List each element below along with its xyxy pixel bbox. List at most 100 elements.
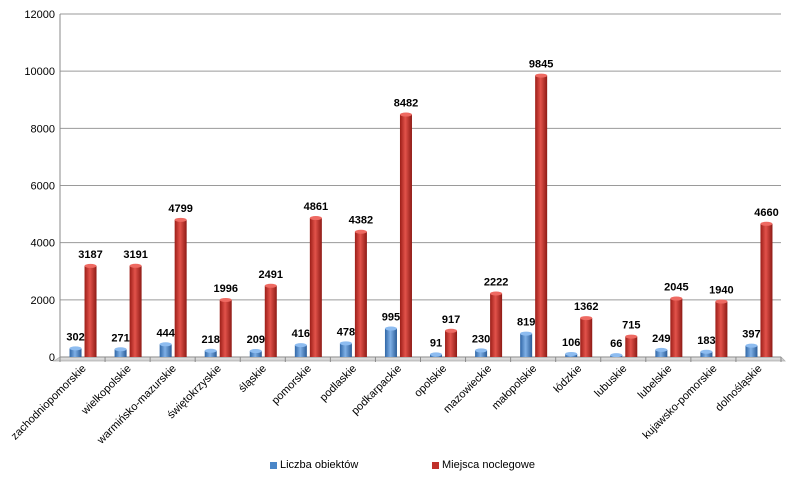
x-tick-label: podlaskie — [318, 363, 359, 404]
bar-top-series-2 — [445, 328, 458, 333]
y-tick-label: 2000 — [31, 295, 55, 307]
data-label-series-1: 209 — [247, 334, 265, 346]
bar-top-series-1 — [294, 343, 307, 348]
x-tick-label: lubelskie — [636, 363, 675, 402]
bar-series-1 — [114, 349, 127, 357]
bar-top-series-1 — [384, 326, 397, 331]
x-tick-label: mazowieckie — [441, 363, 494, 416]
bar-series-1 — [339, 343, 352, 357]
bar-top-series-1 — [745, 343, 758, 348]
x-tick-label: zachodniopomorskie — [9, 363, 89, 443]
bar-series-2 — [760, 223, 773, 357]
data-label-series-1: 416 — [292, 328, 310, 340]
bar-series-1 — [69, 348, 82, 357]
data-label-series-1: 218 — [202, 334, 220, 346]
bar-series-1 — [700, 351, 713, 357]
bar-top-series-1 — [610, 353, 623, 358]
bar-top-series-2 — [399, 112, 412, 117]
bar-top-series-2 — [84, 263, 97, 268]
data-label-series-2: 1996 — [213, 283, 237, 295]
y-tick-label: 0 — [49, 352, 55, 364]
bar-top-series-1 — [159, 342, 172, 347]
bar-top-series-1 — [249, 349, 262, 354]
bar-top-series-1 — [204, 348, 217, 353]
data-label-series-1: 444 — [156, 327, 175, 339]
bar-top-series-2 — [490, 291, 503, 296]
legend-label-series-1: Liczba obiektów — [280, 459, 359, 471]
bar-series-2 — [264, 285, 277, 357]
y-tick-label: 8000 — [31, 123, 55, 135]
bar-series-2 — [399, 114, 412, 357]
x-tick-label: opolskie — [412, 363, 449, 400]
bar-series-2 — [535, 75, 548, 358]
bar-series-2 — [445, 330, 458, 357]
bar-series-2 — [490, 293, 503, 357]
bar-series-1 — [249, 351, 262, 357]
data-label-series-1: 995 — [382, 312, 400, 324]
data-label-series-1: 478 — [337, 326, 355, 338]
x-tick-label: łódzkie — [552, 363, 585, 396]
bar-top-series-2 — [715, 299, 728, 304]
bar-series-2 — [174, 219, 187, 357]
bar-top-series-2 — [354, 229, 367, 234]
bar-top-series-1 — [339, 341, 352, 346]
data-label-series-1: 819 — [517, 317, 535, 329]
bar-top-series-1 — [430, 352, 443, 357]
bar-top-series-2 — [535, 73, 548, 78]
bar-top-series-2 — [174, 217, 187, 222]
bar-series-1 — [655, 349, 668, 357]
bar-top-series-1 — [700, 349, 713, 354]
data-label-series-2: 715 — [622, 320, 640, 332]
data-label-series-1: 302 — [66, 331, 84, 343]
bar-top-series-2 — [760, 221, 773, 226]
bar-series-1 — [204, 350, 217, 357]
bar-top-series-1 — [565, 351, 578, 356]
bar-series-1 — [159, 344, 172, 357]
data-label-series-2: 4799 — [168, 203, 192, 215]
bar-series-1 — [475, 350, 488, 357]
data-label-series-1: 66 — [610, 338, 622, 350]
bar-top-series-2 — [264, 283, 277, 288]
bar-top-series-1 — [655, 347, 668, 352]
data-label-series-2: 1362 — [574, 301, 598, 313]
plot-floor — [52, 356, 786, 362]
data-label-series-2: 3187 — [78, 249, 102, 261]
bar-series-2 — [309, 218, 322, 357]
data-label-series-1: 183 — [697, 335, 715, 347]
bar-top-series-2 — [580, 316, 593, 321]
data-label-series-2: 2222 — [484, 276, 508, 288]
bar-series-2 — [129, 265, 142, 357]
data-label-series-1: 397 — [742, 329, 760, 341]
x-tick-label: warmińsko-mazurskie — [94, 363, 178, 447]
x-tick-label: dolnośląskie — [713, 363, 764, 414]
data-label-series-2: 4382 — [349, 215, 373, 227]
x-tick-label: śląskie — [237, 363, 269, 395]
bar-series-2 — [580, 318, 593, 357]
data-label-series-1: 106 — [562, 337, 580, 349]
bar-series-1 — [384, 328, 397, 357]
bar-top-series-2 — [129, 263, 142, 268]
y-tick-label: 4000 — [31, 238, 55, 250]
data-label-series-2: 8482 — [394, 98, 418, 110]
bar-series-1 — [745, 345, 758, 357]
bar-top-series-2 — [625, 334, 638, 339]
legend-item-series-1: Liczba obiektów — [270, 459, 358, 471]
data-label-series-1: 91 — [430, 337, 442, 349]
bar-top-series-1 — [69, 346, 82, 351]
data-label-series-2: 4861 — [304, 201, 328, 213]
legend-swatch-series-1 — [270, 461, 277, 469]
data-label-series-2: 3191 — [123, 249, 147, 261]
data-label-series-2: 2491 — [259, 269, 283, 281]
bar-top-series-1 — [475, 348, 488, 353]
legend-swatch-series-2 — [432, 461, 439, 469]
bar-top-series-1 — [114, 347, 127, 352]
bar-series-1 — [520, 333, 533, 357]
bar-series-2 — [84, 265, 97, 357]
legend-label-series-2: Miejsca noclegowe — [442, 459, 535, 471]
bar-series-2 — [354, 231, 367, 357]
bar-series-2 — [715, 301, 728, 357]
bar-top-series-2 — [309, 216, 322, 221]
bar-series-2 — [670, 298, 683, 357]
bar-top-series-1 — [520, 331, 533, 336]
data-label-series-2: 4660 — [754, 207, 778, 219]
